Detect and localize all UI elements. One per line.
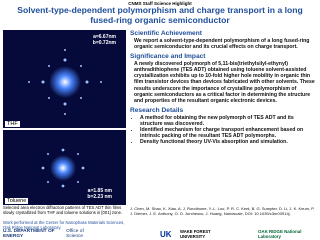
bullet: A method for obtaining the new polymorph… [140, 115, 316, 127]
section-heading: Scientific Achievement [130, 30, 202, 37]
logo: OAK RIDGE National Laboratory [258, 229, 302, 239]
pattern [3, 130, 126, 205]
title: Solvent-type-dependent polymorphism and … [17, 5, 303, 25]
bullet: Density functional theory UV-Vis absorpt… [140, 139, 316, 145]
solvent-label: THF [5, 121, 20, 127]
bullet-list: A method for obtaining the new polymorph… [134, 115, 316, 145]
bullet: Identified mechanism for charge transpor… [140, 127, 316, 139]
logo: Office of Science [66, 229, 84, 239]
section-text: We report a solvent-type-dependent polym… [134, 38, 310, 51]
solvent-label: Toluene [5, 198, 29, 204]
section-heading: Research Details [130, 106, 184, 114]
lattice-label: a=6.67nm [93, 34, 116, 40]
logo: UK [160, 229, 172, 239]
credit: Work performed at the Center for Nanopha… [3, 220, 125, 230]
section-heading: Significance and Impact [130, 53, 206, 61]
caption: Selected area electron diffraction patte… [3, 205, 123, 215]
reference: J. Chen, M. Shao, K. Xiao, A. J. Rondino… [130, 206, 315, 216]
lattice-label: b=2.23 nm [87, 194, 112, 200]
text-column: Scientific Achievement We report a solve… [130, 30, 316, 145]
lattice-label: b=0.72nm [92, 40, 116, 46]
logo: WAKE FOREST UNIVERSITY [180, 229, 211, 239]
pattern [3, 30, 126, 128]
diffraction-image: a=1.85 nm b=2.23 nm Toluene [3, 130, 126, 205]
kicker: CNMS Staff Science Highlight [128, 1, 192, 6]
logo: U.S. DEPARTMENT OF ENERGY [3, 229, 55, 239]
lattice-label: a=1.85 nm [87, 188, 112, 194]
diffraction-image: a=6.67nm b=0.72nm THF [3, 30, 126, 128]
section-text: A newly discovered polymorph of 5,11-bis… [134, 61, 315, 104]
